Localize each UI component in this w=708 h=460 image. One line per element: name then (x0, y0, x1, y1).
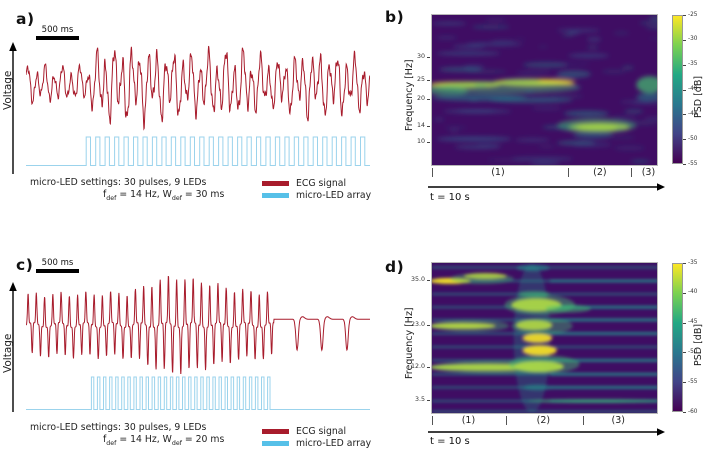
c-scalebar (36, 269, 79, 273)
d-time-arrow (428, 428, 665, 436)
a-voltage-axis-arrow (9, 42, 17, 174)
c-f-symbol: f (103, 434, 107, 445)
b-time-label: t = 10 s (430, 192, 470, 203)
c-f-subscript: def (106, 439, 117, 447)
a-settings-line1: micro-LED settings: 30 pulses, 9 LEDs (30, 177, 207, 188)
panel-c-label: c) (16, 256, 34, 274)
b-colorbar-label: PSD [dB] (693, 75, 704, 118)
ecg-color-swatch (262, 429, 289, 434)
d-ytick-labels: 35.0 23.0 12.0 3.5 (398, 262, 430, 414)
a-scalebar-label: 500 ms (41, 25, 74, 35)
c-settings-line2: fdef = 14 Hz, Wdef = 20 ms (103, 434, 224, 447)
panel-d-label: d) (385, 258, 405, 276)
d-time-label: t = 10 s (430, 436, 470, 447)
c-scalebar-label: 500 ms (41, 258, 74, 268)
a-legend-led-label: micro-LED array (296, 190, 372, 201)
c-voltage-axis-arrow (9, 282, 17, 412)
a-scalebar (36, 36, 79, 40)
a-legend-ecg-label: ECG signal (296, 178, 347, 189)
c-ecg-trace (26, 276, 370, 374)
b-time-arrow (428, 183, 665, 191)
a-f-subscript: def (106, 194, 117, 202)
a-f-symbol: f (103, 189, 107, 200)
panel-b-label: b) (385, 8, 405, 26)
d-colorbar: -35 -40 -45 -50 -55 -60 (672, 260, 706, 415)
c-led-pulse-train (26, 376, 370, 410)
a-legend-ecg: ECG signal (262, 178, 346, 189)
d-spectrogram (431, 262, 658, 414)
c-legend-ecg-label: ECG signal (296, 426, 347, 437)
ecg-color-swatch (262, 181, 289, 186)
a-legend-led: micro-LED array (262, 190, 371, 201)
b-section-axis: (1) (2) (3) (431, 167, 658, 181)
led-color-swatch (262, 441, 289, 446)
c-legend-led: micro-LED array (262, 438, 371, 449)
b-spectrogram (431, 14, 658, 166)
d-colorbar-label: PSD [dB] (693, 323, 704, 366)
c-settings-line1: micro-LED settings: 30 pulses, 9 LEDs (30, 422, 207, 433)
a-ecg-trace (26, 45, 370, 131)
c-legend-led-label: micro-LED array (296, 438, 372, 449)
a-settings-line2: fdef = 14 Hz, Wdef = 30 ms (103, 189, 224, 202)
b-colorbar: -25 -30 -35 -40 -45 -50 -55 (672, 12, 706, 167)
b-ytick-labels: 30 25 20 14 10 (398, 14, 430, 166)
a-voltage-label: Voltage (2, 70, 14, 110)
c-w-subscript: def (171, 439, 182, 447)
c-f-value: = 14 Hz, W (116, 434, 172, 445)
a-f-value: = 14 Hz, W (116, 189, 172, 200)
panel-a-label: a) (16, 10, 35, 28)
d-section-axis: (1) (2) (3) (431, 415, 658, 429)
led-color-swatch (262, 193, 289, 198)
a-w-value: = 30 ms (181, 189, 225, 200)
a-led-pulse-train (26, 136, 370, 166)
c-legend-ecg: ECG signal (262, 426, 346, 437)
c-w-value: = 20 ms (181, 434, 225, 445)
a-w-subscript: def (171, 194, 182, 202)
c-voltage-label: Voltage (2, 333, 14, 373)
